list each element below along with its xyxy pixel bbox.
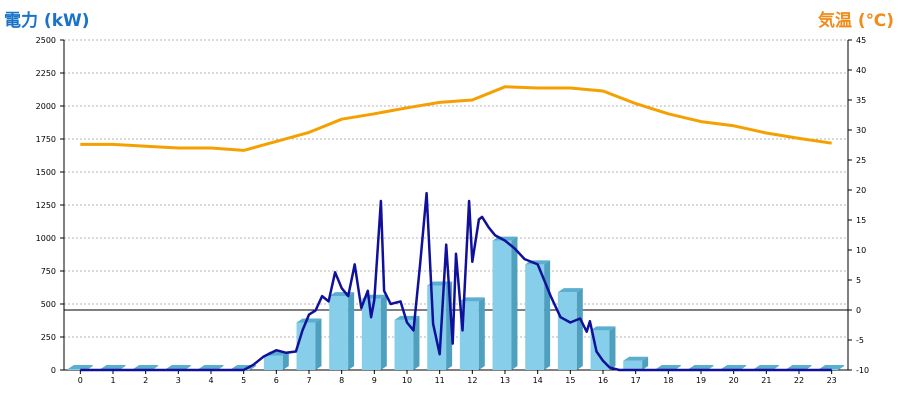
power-bar xyxy=(67,369,87,370)
left-tick-label: 1000 xyxy=(36,234,56,243)
power-bar-side xyxy=(315,318,322,370)
x-tick-label: 8 xyxy=(339,376,344,385)
power-bar-side xyxy=(348,292,355,370)
right-tick-label: 5 xyxy=(856,276,861,285)
x-tick-label: 6 xyxy=(274,376,279,385)
power-bar-top xyxy=(100,365,126,369)
x-tick-label: 23 xyxy=(827,376,837,385)
power-bar-side xyxy=(576,288,583,370)
x-tick-label: 7 xyxy=(306,376,311,385)
power-bar-side xyxy=(413,315,420,370)
x-tick-label: 20 xyxy=(729,376,739,385)
right-tick-label: 45 xyxy=(856,36,866,45)
power-bar-side xyxy=(609,326,616,370)
power-bar-top xyxy=(753,365,779,369)
x-tick-label: 1 xyxy=(110,376,115,385)
power-bar-side xyxy=(380,294,387,370)
power-bar-side xyxy=(838,365,845,370)
x-tick-label: 9 xyxy=(372,376,377,385)
power-bar-top xyxy=(459,297,485,302)
right-tick-label: 15 xyxy=(856,216,866,225)
x-tick-label: 21 xyxy=(761,376,771,385)
power-bar-top xyxy=(688,365,714,369)
power-bar xyxy=(329,296,349,370)
power-bar-top xyxy=(133,365,159,369)
power-bar-top xyxy=(721,365,747,369)
power-bar-top xyxy=(819,365,845,369)
power-bar-side xyxy=(250,365,257,370)
power-bar xyxy=(296,322,316,370)
power-bar-side xyxy=(642,356,649,370)
right-tick-label: 35 xyxy=(856,96,866,105)
power-bar xyxy=(459,301,479,370)
power-bar-top xyxy=(296,318,322,323)
left-tick-label: 1250 xyxy=(36,201,56,210)
x-tick-label: 15 xyxy=(565,376,575,385)
power-bar-top xyxy=(394,315,420,320)
x-tick-label: 5 xyxy=(241,376,246,385)
x-tick-label: 12 xyxy=(467,376,477,385)
power-bar xyxy=(623,360,643,370)
power-bar-side xyxy=(282,351,289,370)
power-line xyxy=(80,191,832,372)
x-tick-label: 10 xyxy=(402,376,412,385)
left-axis-title: 電力 (kW) xyxy=(4,11,90,31)
power-bar xyxy=(394,319,414,370)
power-bar-top xyxy=(165,365,191,369)
power-bar-top xyxy=(655,365,681,369)
x-tick-label: 11 xyxy=(435,376,445,385)
left-tick-label: 2500 xyxy=(36,36,56,45)
left-tick-label: 2250 xyxy=(36,69,56,78)
power-bar xyxy=(525,264,545,370)
left-tick-label: 250 xyxy=(41,333,56,342)
left-tick-label: 750 xyxy=(41,267,56,276)
power-bar xyxy=(361,298,381,370)
x-tick-label: 13 xyxy=(500,376,510,385)
power-bar-top xyxy=(786,365,812,369)
power-bar-side xyxy=(544,260,551,370)
power-bar-top xyxy=(623,356,649,361)
left-tick-label: 1500 xyxy=(36,168,56,177)
x-tick-label: 3 xyxy=(176,376,181,385)
power-bar-top xyxy=(67,365,93,369)
x-tick-label: 19 xyxy=(696,376,706,385)
x-tick-label: 18 xyxy=(663,376,673,385)
left-tick-label: 0 xyxy=(51,366,56,375)
power-bar-top xyxy=(198,365,224,369)
right-tick-label: 20 xyxy=(856,186,866,195)
power-bar xyxy=(263,355,283,370)
power-bar-side xyxy=(478,297,485,370)
right-tick-label: -10 xyxy=(856,366,869,375)
power-bar-top xyxy=(427,281,453,286)
x-tick-label: 16 xyxy=(598,376,608,385)
left-tick-label: 1750 xyxy=(36,135,56,144)
temperature-line xyxy=(80,85,832,152)
x-tick-label: 17 xyxy=(631,376,641,385)
right-tick-label: 40 xyxy=(856,66,866,75)
right-axis-title: 気温 (℃) xyxy=(817,11,894,31)
left-tick-label: 500 xyxy=(41,300,56,309)
right-tick-label: 0 xyxy=(856,306,861,315)
power-bar xyxy=(557,292,577,370)
power-bar xyxy=(492,240,512,370)
right-tick-label: 30 xyxy=(856,126,866,135)
power-bar-side xyxy=(511,236,518,370)
left-tick-label: 2000 xyxy=(36,102,56,111)
x-tick-label: 0 xyxy=(78,376,83,385)
power-bar-top xyxy=(557,288,583,293)
x-tick-label: 2 xyxy=(143,376,148,385)
x-tick-label: 14 xyxy=(533,376,543,385)
right-tick-label: 25 xyxy=(856,156,866,165)
x-tick-label: 4 xyxy=(208,376,213,385)
right-tick-label: -5 xyxy=(856,336,864,345)
power-bar-top xyxy=(590,326,616,331)
x-tick-label: 22 xyxy=(794,376,804,385)
right-tick-label: 10 xyxy=(856,246,866,255)
